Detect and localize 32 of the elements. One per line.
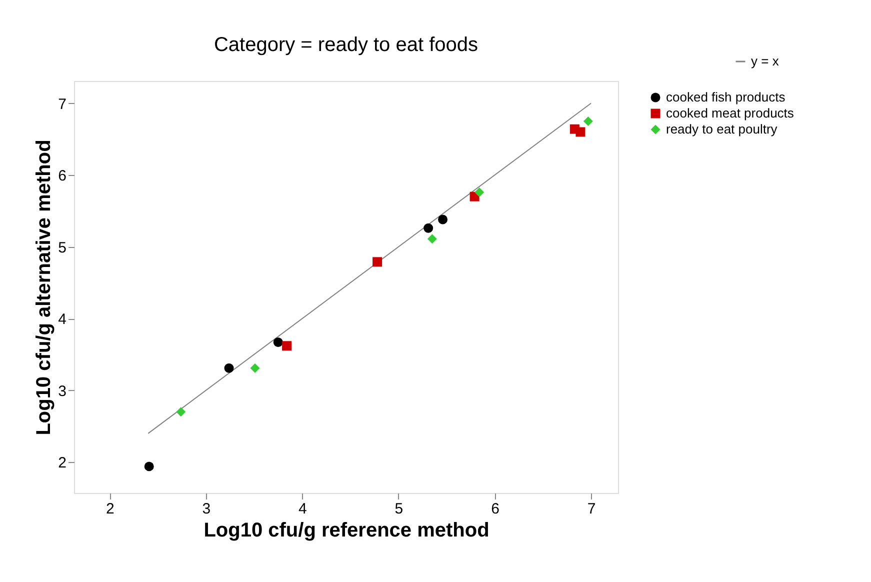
point	[224, 363, 234, 373]
y-tick-label: 7	[58, 96, 66, 113]
y-tick-label: 4	[58, 311, 66, 328]
x-tick-label: 3	[202, 500, 211, 518]
legend-label: cooked fish products	[666, 90, 786, 104]
point	[583, 116, 593, 126]
point	[144, 462, 154, 472]
chart-title: Category = ready to eat foods	[214, 34, 478, 56]
point	[474, 188, 484, 197]
point	[282, 341, 292, 351]
legend-label: ready to eat poultry	[666, 122, 778, 136]
y-tick-label: 2	[58, 454, 66, 472]
y-tick-label: 3	[58, 382, 66, 400]
point	[438, 214, 448, 224]
x-axis-title: Log10 cfu/g reference method	[204, 520, 490, 542]
legend-label: cooked meat products	[666, 106, 794, 120]
point	[424, 223, 434, 233]
x-tick-label: 6	[491, 500, 500, 518]
point	[176, 407, 186, 417]
point	[427, 234, 437, 244]
y-tick-label: 6	[58, 168, 66, 185]
x-tick-label: 5	[394, 500, 404, 518]
point	[372, 257, 382, 267]
x-tick-label: 2	[106, 500, 114, 518]
point	[250, 363, 260, 373]
y-axis-title: Log10 cfu/g alternative method	[33, 140, 56, 436]
legend-label: y = x	[751, 54, 780, 68]
point	[273, 338, 283, 347]
point	[576, 127, 586, 137]
y-tick-label: 5	[58, 239, 66, 256]
x-tick-label: 7	[587, 500, 596, 518]
x-tick-label: 4	[298, 500, 307, 518]
